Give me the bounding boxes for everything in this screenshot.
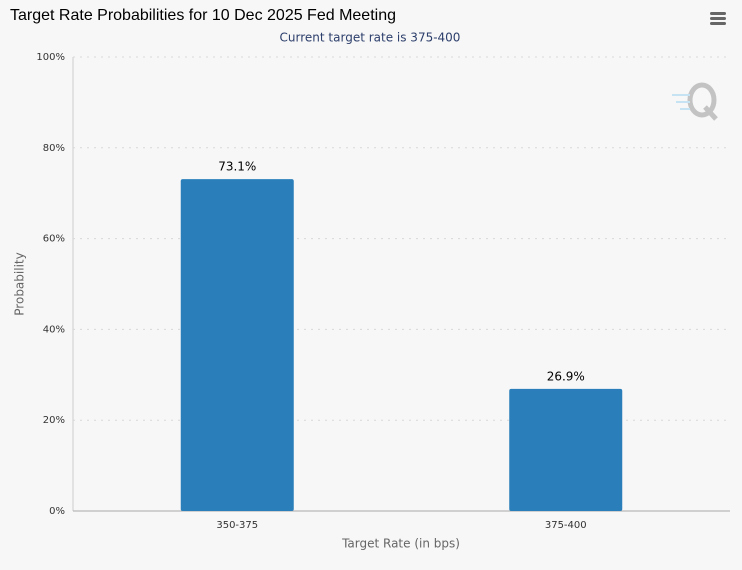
data-label: 26.9%	[547, 369, 585, 383]
y-tick-label: 100%	[36, 52, 65, 63]
x-tick-label: 375-400	[545, 520, 587, 531]
logo-tail	[703, 105, 718, 121]
menu-bar[interactable]	[710, 17, 726, 20]
chart-subtitle: Current target rate is 375-400	[280, 31, 461, 45]
logo-ring	[687, 82, 717, 118]
x-tick-label: 350-375	[216, 520, 258, 531]
y-tick-label: 20%	[43, 415, 65, 426]
chart-title: Target Rate Probabilities for 10 Dec 202…	[10, 7, 396, 24]
menu-button[interactable]	[710, 12, 726, 25]
y-axis-label: Probability	[13, 252, 27, 315]
y-tick-label: 60%	[43, 234, 65, 245]
data-label: 73.1%	[218, 160, 256, 174]
menu-bar[interactable]	[710, 12, 726, 15]
logo	[672, 82, 718, 121]
x-axis-label: Target Rate (in bps)	[341, 537, 460, 551]
bar	[180, 179, 294, 511]
y-tick-label: 40%	[43, 324, 65, 335]
y-tick-label: 80%	[43, 143, 65, 154]
y-tick-label: 0%	[49, 506, 65, 517]
menu-bar[interactable]	[710, 22, 726, 25]
bar	[509, 388, 623, 511]
